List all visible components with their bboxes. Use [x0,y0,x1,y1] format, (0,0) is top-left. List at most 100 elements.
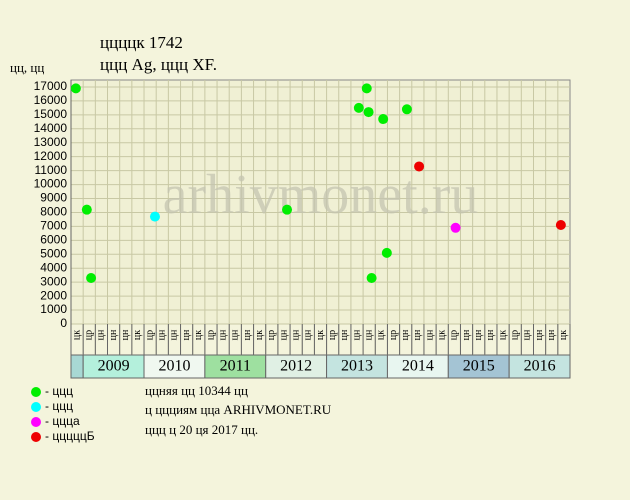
month-label: цн [230,329,241,340]
y-tick-label: 8000 [40,205,67,219]
year-label: 2011 [220,358,251,375]
month-label: цн [303,329,314,340]
month-label: цн [363,329,374,340]
legend-label: - цццццБ [45,429,95,443]
month-label: цн [278,329,289,340]
y-tick-label: 12000 [34,149,68,163]
month-label: цр [205,330,216,340]
point [282,204,293,215]
y-tick-label: 0 [60,316,67,330]
month-label: цн [522,329,533,340]
month-label: цр [144,330,155,340]
y-tick-label: 4000 [40,260,67,274]
year-label: 2013 [341,358,373,375]
month-label: цр [84,330,95,340]
month-label: цн [461,329,472,340]
month-label: цн [412,329,423,340]
month-label: цн [424,329,435,340]
month-label: цн [242,329,253,340]
year-label: 2015 [463,358,495,375]
chart-title: ццццк 1742 [100,33,183,52]
month-label: цк [71,330,82,340]
point [86,272,97,283]
month-label: цн [351,329,362,340]
year-label: 2010 [158,358,190,375]
year-label: 2014 [402,358,434,375]
year-label: 2012 [280,358,312,375]
month-label: цн [169,329,180,340]
year-cell [508,354,571,379]
month-label: цк [376,330,387,340]
month-label: цн [546,329,557,340]
y-tick-label: 7000 [40,219,67,233]
y-tick-label: 13000 [34,135,68,149]
point [366,272,377,283]
legend-marker [31,402,41,412]
month-label: цн [108,329,119,340]
legend-label: - ццц [45,384,73,398]
month-label: цк [497,330,508,340]
month-label: цн [339,329,350,340]
y-tick-label: 2000 [40,288,67,302]
point [401,104,412,115]
point [378,114,389,125]
y-tick-label: 1000 [40,302,67,316]
month-label: цн [120,329,131,340]
note: ццняя цц 10344 цц [145,383,248,398]
month-label: цр [449,330,460,340]
y-tick-label: 6000 [40,233,67,247]
month-label: цр [510,330,521,340]
month-label: цк [193,330,204,340]
year-label: 2016 [524,358,556,375]
y-tick-label: 15000 [34,107,68,121]
y-tick-label: 9000 [40,191,67,205]
year-label: 2009 [98,358,130,375]
month-label: цн [157,329,168,340]
point [361,83,372,94]
legend-marker [31,432,41,442]
month-label: цк [315,330,326,340]
point [353,102,364,113]
point [363,107,374,118]
point [555,220,566,231]
month-label: цр [266,330,277,340]
month-label: цк [132,330,143,340]
legend-marker [31,387,41,397]
y-tick-label: 16000 [34,93,68,107]
point [70,83,81,94]
note: ц ццциям цца ARHIVMONET.RU [145,402,332,417]
chart-subtitle: ццц Ag, ццц XF. [100,55,217,74]
plot-area [70,79,571,325]
month-label: цк [437,330,448,340]
month-label: цн [181,329,192,340]
legend-marker [31,417,41,427]
y-tick-label: 17000 [34,79,68,93]
month-label: цн [485,329,496,340]
month-label: цн [400,329,411,340]
y-tick-label: 3000 [40,274,67,288]
year-cell [70,354,84,379]
point [450,222,461,233]
y-tick-label: 10000 [34,177,68,191]
y-tick-label: 11000 [35,163,68,177]
month-label: цн [217,329,228,340]
watermark: arhivmonet.ru [163,164,479,226]
month-label: цн [473,329,484,340]
point [149,211,160,222]
point [81,204,92,215]
month-label: цр [327,330,338,340]
month-label: цн [290,329,301,340]
y-axis-label: цц, цц [10,60,44,75]
y-tick-label: 5000 [40,246,67,260]
month-label: цр [388,330,399,340]
note: ццц ц 20 ця 2017 цц. [145,422,258,437]
point [381,247,392,258]
legend-label: - ццц [45,399,73,413]
month-label: цк [254,330,265,340]
y-tick-label: 14000 [34,121,68,135]
month-label: цн [96,329,107,340]
month-label: цн [534,329,545,340]
month-label: цк [558,330,569,340]
point [414,161,425,172]
